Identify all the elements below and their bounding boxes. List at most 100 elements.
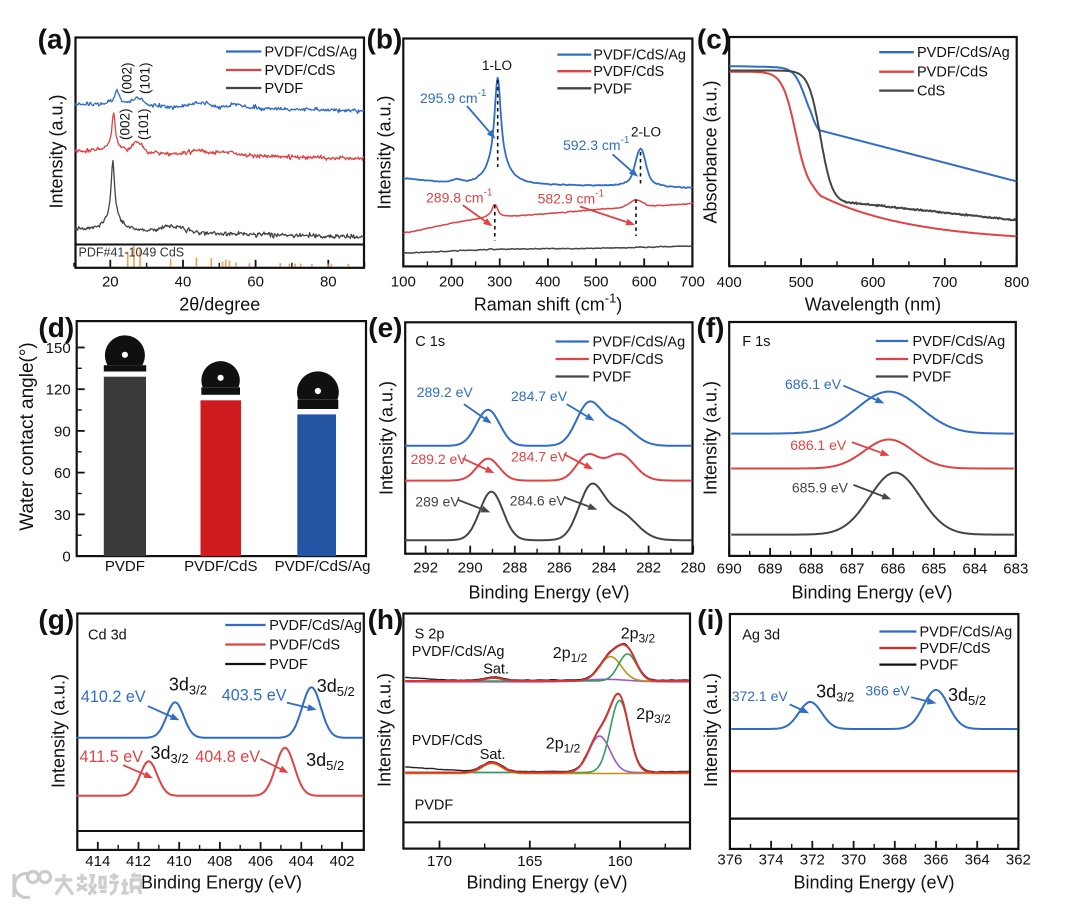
svg-text:PVDF/CdS: PVDF/CdS [593,64,664,80]
svg-text:(b): (b) [367,24,403,55]
svg-text:PVDF/CdS/Ag: PVDF/CdS/Ag [593,335,686,351]
svg-text:410.2 eV: 410.2 eV [81,688,146,706]
svg-text:284.6 eV: 284.6 eV [510,492,567,508]
svg-text:690: 690 [717,561,742,578]
svg-text:PVDF/CdS/Ag: PVDF/CdS/Ag [917,45,1010,61]
svg-text:289.2 eV: 289.2 eV [417,384,474,400]
svg-text:300: 300 [487,274,512,291]
svg-text:683: 683 [1003,561,1028,578]
svg-text:30: 30 [54,507,71,524]
svg-text:PVDF/CdS/Ag: PVDF/CdS/Ag [920,625,1013,641]
svg-text:700: 700 [932,274,957,291]
svg-text:(e): (e) [368,312,402,343]
svg-text:120: 120 [46,382,71,399]
svg-text:(h): (h) [368,604,404,635]
svg-text:CdS: CdS [917,84,945,100]
svg-text:(d): (d) [38,312,74,343]
svg-text:165: 165 [517,853,542,870]
svg-text:PVDF/CdS/Ag: PVDF/CdS/Ag [275,558,371,575]
svg-text:292: 292 [413,560,438,577]
svg-text:PVDF/CdS: PVDF/CdS [917,65,988,81]
svg-text:PVDF/CdS/Ag: PVDF/CdS/Ag [269,618,362,634]
svg-text:2θ/degree: 2θ/degree [179,295,260,315]
svg-text:Intensity (a.u.): Intensity (a.u.) [49,674,69,788]
svg-text:Raman shift (cm-1): Raman shift (cm-1) [474,291,623,315]
svg-text:410: 410 [167,853,192,870]
svg-text:592.3 cm-1: 592.3 cm-1 [563,135,630,153]
svg-text:600: 600 [860,274,885,291]
svg-text:160: 160 [608,853,633,870]
svg-text:366 eV: 366 eV [865,683,910,699]
svg-text:400: 400 [717,274,742,291]
svg-text:Binding Energy (eV): Binding Energy (eV) [141,873,302,893]
svg-text:700: 700 [680,274,705,291]
svg-text:PVDF/CdS: PVDF/CdS [412,733,483,749]
svg-text:100: 100 [391,274,416,291]
svg-text:288: 288 [502,560,527,577]
svg-text:374: 374 [759,852,784,869]
svg-text:403.5 eV: 403.5 eV [222,687,287,705]
svg-text:284: 284 [591,560,616,577]
svg-text:406: 406 [248,853,273,870]
svg-text:PVDF: PVDF [265,81,304,97]
svg-text:PVDF: PVDF [269,657,308,673]
svg-text:Sat.: Sat. [483,662,509,678]
svg-text:400: 400 [535,274,560,291]
svg-text:366: 366 [923,852,948,869]
svg-text:Intensity (a.u.): Intensity (a.u.) [47,94,67,208]
svg-text:284.7 eV: 284.7 eV [511,388,568,404]
svg-text:282: 282 [636,560,661,577]
svg-text:684: 684 [962,561,987,578]
svg-text:412: 412 [126,853,151,870]
svg-text:(002): (002) [118,108,133,140]
svg-text:20: 20 [102,274,119,291]
svg-text:(a): (a) [38,24,72,55]
svg-text:372: 372 [800,852,825,869]
svg-text:376: 376 [717,852,742,869]
svg-text:295.9 cm-1: 295.9 cm-1 [420,88,487,106]
svg-text:500: 500 [789,274,814,291]
svg-text:C 1s: C 1s [415,334,445,350]
svg-text:404: 404 [289,853,314,870]
svg-text:Binding Energy (eV): Binding Energy (eV) [466,873,627,893]
svg-text:PVDF: PVDF [593,370,632,386]
svg-text:PDF#41-1049 CdS: PDF#41-1049 CdS [79,246,185,260]
svg-text:414: 414 [85,853,110,870]
svg-text:PVDF/CdS: PVDF/CdS [913,352,984,368]
svg-text:411.5 eV: 411.5 eV [80,748,144,766]
svg-text:Ag 3d: Ag 3d [742,627,780,643]
svg-text:PVDF/CdS: PVDF/CdS [269,638,340,654]
svg-text:685.9 eV: 685.9 eV [792,480,849,496]
svg-text:(f): (f) [697,312,725,343]
svg-text:280: 280 [681,560,706,577]
svg-text:687: 687 [839,561,864,578]
svg-text:PVDF/CdS: PVDF/CdS [184,558,257,575]
svg-text:PVDF/CdS/Ag: PVDF/CdS/Ag [412,644,505,660]
svg-text:PVDF: PVDF [415,797,454,813]
svg-text:Wavelength (nm): Wavelength (nm) [805,295,941,315]
svg-text:PVDF: PVDF [105,558,145,575]
svg-text:Intensity (a.u.): Intensity (a.u.) [375,673,395,787]
svg-text:PVDF/CdS: PVDF/CdS [265,63,336,79]
svg-text:Intensity (a.u.): Intensity (a.u.) [701,381,721,495]
svg-text:80: 80 [320,274,337,291]
svg-text:PVDF: PVDF [913,370,952,386]
svg-text:Intensity (a.u.): Intensity (a.u.) [701,673,721,787]
svg-text:(101): (101) [138,62,153,94]
svg-text:PVDF/CdS: PVDF/CdS [593,352,664,368]
svg-text:689: 689 [758,561,783,578]
svg-text:370: 370 [841,852,866,869]
svg-text:PVDF: PVDF [593,81,632,97]
svg-text:60: 60 [54,465,71,482]
svg-text:289.8 cm-1: 289.8 cm-1 [426,187,493,205]
svg-text:368: 368 [882,852,907,869]
svg-text:Absorbance (a.u.): Absorbance (a.u.) [701,80,721,223]
svg-text:S 2p: S 2p [415,627,445,643]
svg-text:PVDF: PVDF [920,658,959,674]
svg-text:F 1s: F 1s [742,334,770,350]
svg-text:402: 402 [329,853,354,870]
svg-text:(c): (c) [697,24,731,55]
svg-text:60: 60 [247,274,264,291]
svg-text:PVDF/CdS/Ag: PVDF/CdS/Ag [265,45,358,61]
svg-text:Water contact angle(°): Water contact angle(°) [17,342,38,531]
